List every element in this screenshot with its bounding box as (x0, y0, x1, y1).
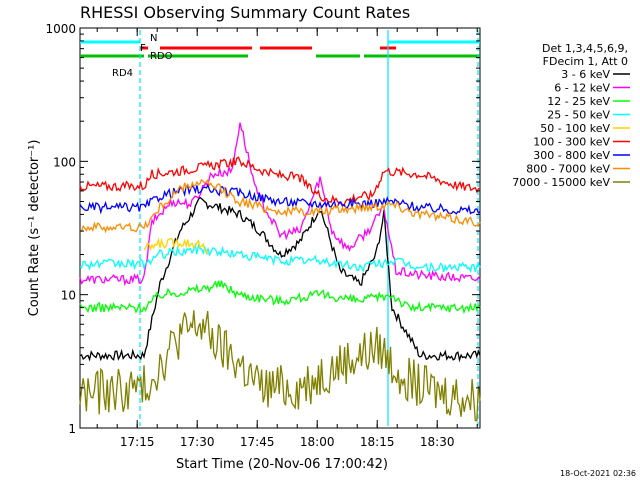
series-line (79, 310, 481, 422)
legend-label: 7000 - 15000 keV (512, 176, 610, 189)
series-line (79, 242, 481, 274)
series-line (143, 237, 209, 255)
flag-label: N (150, 33, 157, 44)
plot-frame (79, 27, 481, 429)
flag-bars: NF RDO RD4 (80, 33, 480, 79)
y-tick-label: 10 (61, 289, 76, 303)
y-axis: 1 10 100 1000 (45, 22, 480, 436)
legend-header: FDecim 1, Att 0 (543, 55, 628, 68)
series-line (79, 196, 481, 363)
series-group (79, 122, 481, 422)
x-tick-label: 18:30 (420, 435, 455, 449)
flag-label: F (140, 43, 146, 54)
y-tick-label: 1 (68, 422, 76, 436)
legend-label: 50 - 100 keV (540, 122, 610, 135)
y-axis-label: Count Rate (s⁻¹ detector⁻¹) (27, 140, 42, 317)
legend-label: 25 - 50 keV (547, 109, 610, 122)
legend-label: 3 - 6 keV (561, 68, 610, 81)
legend-label: 6 - 12 keV (554, 82, 610, 95)
flag-label: RDO (150, 51, 173, 62)
flag-label: RD4 (112, 68, 133, 79)
footer-date: 18-Oct-2021 02:36 (560, 469, 636, 478)
legend-label: 800 - 7000 keV (526, 163, 610, 176)
series-line (79, 122, 481, 287)
x-tick-label: 18:00 (300, 435, 335, 449)
x-tick-label: 18:15 (360, 435, 395, 449)
x-axis: 17:15 17:30 17:45 18:00 18:15 18:30 (96, 28, 478, 449)
legend-label: 12 - 25 keV (547, 95, 610, 108)
legend: Det 1,3,4,5,6,9,FDecim 1, Att 03 - 6 keV… (512, 42, 630, 189)
x-axis-label: Start Time (20-Nov-06 17:00:42) (176, 457, 388, 472)
series-line (79, 280, 481, 315)
x-tick-label: 17:45 (240, 435, 275, 449)
series-line (79, 183, 481, 215)
x-tick-label: 17:15 (120, 435, 155, 449)
legend-header: Det 1,3,4,5,6,9, (542, 42, 628, 55)
legend-label: 100 - 300 keV (533, 136, 610, 149)
legend-label: 300 - 800 keV (533, 149, 610, 162)
y-tick-label: 1000 (45, 22, 76, 36)
chart-title: RHESSI Observing Summary Count Rates (80, 3, 410, 22)
x-tick-label: 17:30 (180, 435, 215, 449)
y-tick-label: 100 (53, 155, 76, 169)
series-line (79, 156, 481, 207)
series-line (79, 178, 481, 234)
